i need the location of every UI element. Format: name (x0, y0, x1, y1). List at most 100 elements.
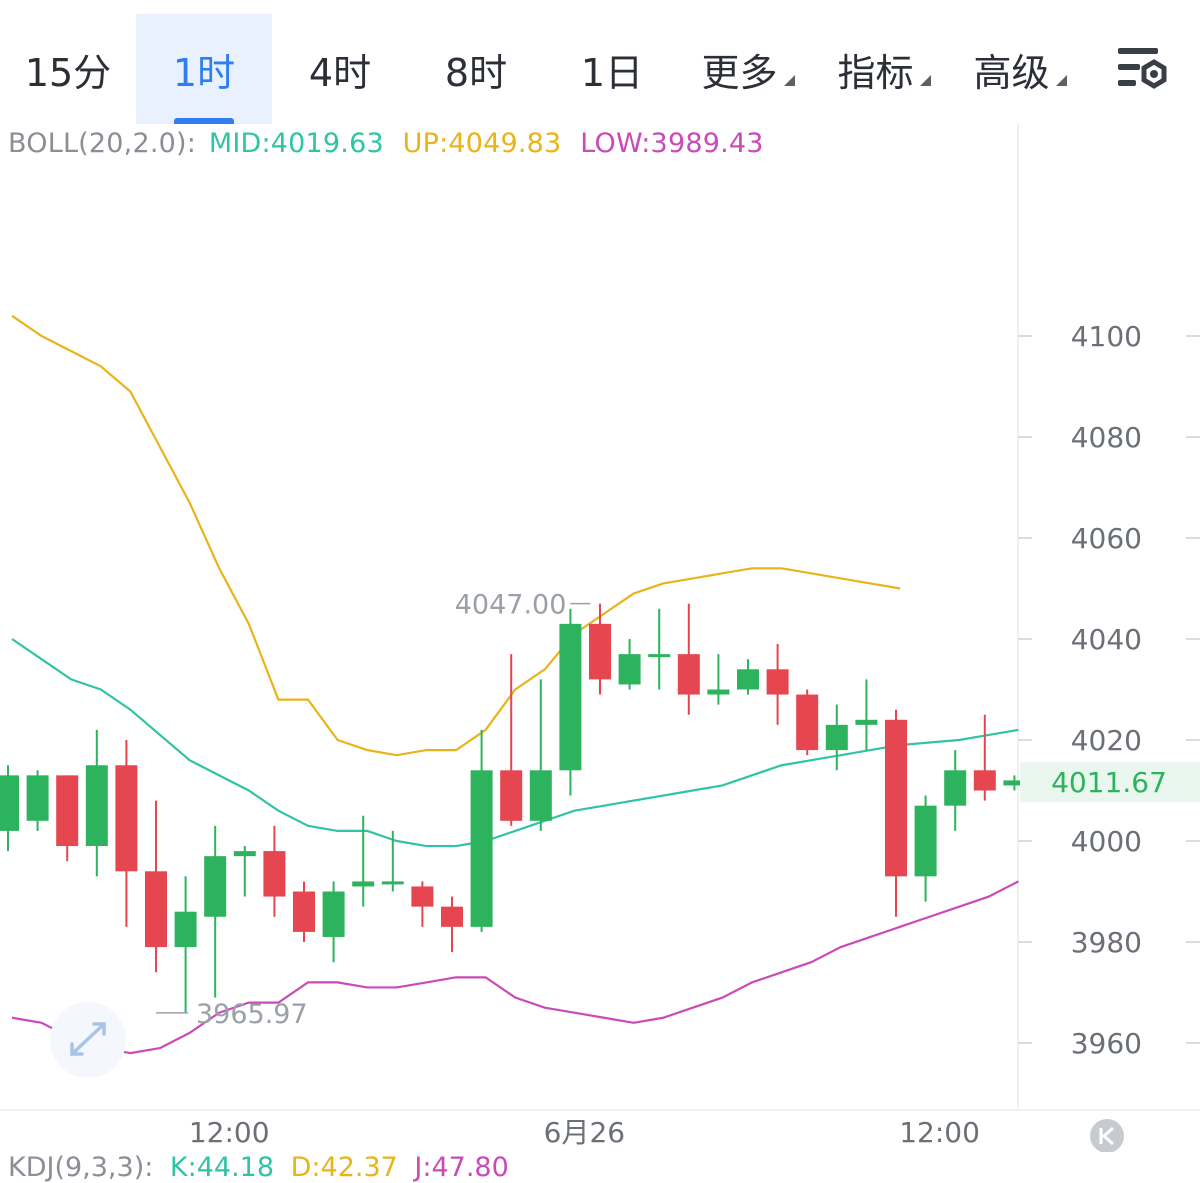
x-tick-label: 6月26 (544, 1116, 625, 1149)
tab-1day[interactable]: 1日 (544, 14, 680, 124)
y-tick-label: 4040 (1071, 623, 1142, 656)
kdj-legend-k: K:44.18 (169, 1152, 275, 1183)
candle-body (263, 851, 286, 897)
candle-body (796, 694, 819, 751)
candle-body (381, 881, 404, 885)
candle (263, 825, 286, 917)
candle (796, 689, 819, 756)
candle (707, 654, 730, 705)
candle (26, 770, 49, 831)
candle (85, 729, 108, 877)
candle-body (352, 881, 375, 887)
candle (559, 608, 582, 796)
tab-label: 15分 (24, 50, 112, 95)
kdj-legend-d: D:42.37 (290, 1152, 398, 1183)
kline-toggle-button[interactable] (1090, 1119, 1124, 1152)
tab-label: 指标 (837, 50, 914, 95)
candle (589, 603, 611, 695)
tab-label: 1时 (172, 50, 236, 95)
candle (233, 846, 256, 897)
candle-body (855, 719, 878, 725)
y-tick-label: 3960 (1071, 1027, 1142, 1060)
kline-toggle-icon (1090, 1119, 1124, 1152)
candle (500, 654, 523, 826)
candle (737, 659, 759, 695)
boll-mid-line (11, 638, 1019, 848)
tab-more[interactable]: 更多 (680, 14, 816, 124)
candle-body (322, 891, 345, 937)
candle (441, 896, 463, 953)
candle-body (0, 775, 19, 831)
candle (855, 679, 878, 751)
candle-body (145, 871, 167, 948)
candle (529, 679, 552, 831)
timeframe-tabbar: 15分 1时 4时 8时 1日 更多 指标 高级 (0, 0, 1200, 124)
candle-body (529, 770, 552, 821)
tab-15min[interactable]: 15分 (0, 14, 136, 124)
candle-body (441, 906, 463, 927)
candle (204, 825, 227, 998)
tab-1hour[interactable]: 1时 (136, 14, 272, 124)
tab-4hour[interactable]: 4时 (272, 14, 408, 124)
candle-body (914, 805, 937, 877)
candle-body (944, 770, 967, 806)
boll-legend: BOLL(20,2.0): MID:4019.63 UP:4049.83 LOW… (8, 128, 774, 159)
candle-body (470, 770, 493, 927)
kdj-legend-name: KDJ(9,3,3): (8, 1152, 154, 1183)
tab-label: 4时 (308, 50, 372, 95)
last-price-label: 4011.67 (1051, 766, 1167, 799)
boll-up-line (11, 314, 901, 757)
candle (145, 800, 167, 973)
candle-body (766, 669, 789, 695)
candle (885, 709, 907, 917)
candle-body (677, 654, 700, 695)
candle (322, 881, 345, 963)
boll-legend-up: UP:4049.83 (402, 128, 562, 159)
dropdown-caret-icon (1055, 74, 1067, 86)
candle-body (411, 886, 434, 907)
candle-body (648, 654, 671, 658)
boll-legend-mid: MID:4019.63 (208, 128, 384, 159)
candle-body (559, 623, 582, 771)
tab-advanced[interactable]: 高级 (952, 14, 1088, 124)
candle-body (737, 669, 759, 690)
y-tick-label: 4000 (1071, 825, 1142, 858)
high-marker-label: 4047.00 (455, 590, 567, 621)
candle-body (233, 851, 256, 857)
x-tick-label: 12:00 (189, 1116, 270, 1149)
candle (381, 830, 404, 892)
boll-legend-low: LOW:3989.43 (580, 128, 764, 159)
candlestick-chart[interactable]: 4100 4080 4060 4040 4020 4000 3980 3960 12:00 6月2… (0, 124, 1200, 1152)
candle-body (26, 775, 49, 821)
candle-body (589, 623, 611, 680)
active-tab-indicator (174, 118, 234, 124)
candle-body (204, 856, 227, 917)
candle (293, 881, 315, 942)
y-tick-label: 4080 (1071, 421, 1142, 454)
expand-icon[interactable] (50, 1002, 126, 1078)
y-tick-label: 4060 (1071, 522, 1142, 555)
expand-icon-arrow (70, 1022, 106, 1056)
candle-body (618, 654, 641, 685)
y-tick-label: 4020 (1071, 724, 1142, 757)
y-tick-label: 3980 (1071, 926, 1142, 959)
kdj-legend-j: J:47.80 (414, 1152, 509, 1183)
tab-label: 高级 (973, 50, 1050, 95)
candle (411, 881, 434, 927)
chart-settings-button[interactable] (1100, 30, 1180, 110)
boll-low-line (11, 880, 1019, 1055)
tab-8hour[interactable]: 8时 (408, 14, 544, 124)
candle (648, 608, 671, 690)
candle-body (85, 765, 108, 847)
candle (174, 876, 197, 1013)
last-price-tag (1020, 762, 1200, 803)
candle-body (500, 770, 523, 821)
candle (0, 765, 19, 852)
dropdown-caret-icon (919, 74, 931, 86)
x-tick-label: 12:00 (899, 1116, 980, 1149)
tab-indicators[interactable]: 指标 (816, 14, 952, 124)
candle-body (707, 689, 730, 695)
tab-label: 8时 (444, 50, 508, 95)
low-marker-label: 3965.97 (196, 999, 308, 1030)
candle (677, 603, 700, 715)
